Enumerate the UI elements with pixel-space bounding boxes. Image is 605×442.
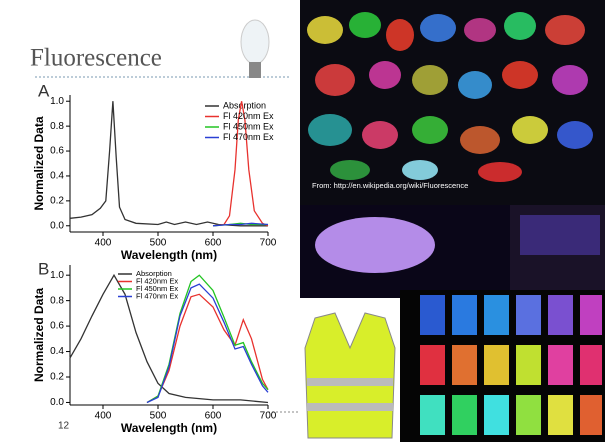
x-tick-label: 600 xyxy=(205,238,222,249)
y-tick-label: 0.6 xyxy=(50,321,64,332)
legend-label: Fl 420nm Ex xyxy=(223,111,274,121)
x-tick-label: 400 xyxy=(95,238,112,249)
caption: From: http://en.wikipedia.org/wiki/Fluor… xyxy=(312,181,468,190)
y-tick-label: 0.8 xyxy=(50,121,64,132)
x-tick-label: 700 xyxy=(260,238,277,249)
slide-title: Fluorescence xyxy=(30,45,162,72)
series-line xyxy=(147,294,268,402)
y-tick-label: 0.4 xyxy=(50,171,64,182)
y-tick-label: 1.0 xyxy=(50,96,64,107)
y-tick-label: 0.4 xyxy=(50,346,64,357)
y-tick-label: 0.6 xyxy=(50,146,64,157)
vest-photo xyxy=(300,308,400,442)
x-tick-label: 500 xyxy=(150,238,167,249)
legend-label: Fl 470nm Ex xyxy=(223,132,274,142)
page-number: 12 xyxy=(58,421,70,432)
y-axis-label: Normalized Data xyxy=(32,116,46,210)
x-tick-label: 600 xyxy=(205,411,222,422)
y-tick-label: 0.0 xyxy=(50,220,64,231)
panel-label: A xyxy=(38,81,50,100)
y-tick-label: 1.0 xyxy=(50,270,64,281)
x-tick-label: 400 xyxy=(95,411,112,422)
y-tick-label: 0.8 xyxy=(50,295,64,306)
y-tick-label: 0.2 xyxy=(50,372,64,383)
legend-label: Fl 450nm Ex xyxy=(223,121,274,131)
panel-label: B xyxy=(38,259,49,278)
x-axis-label: Wavelength (nm) xyxy=(121,248,217,262)
jellyfish xyxy=(315,217,435,273)
y-tick-label: 0.2 xyxy=(50,196,64,207)
y-tick-label: 0.0 xyxy=(50,397,64,408)
banknote xyxy=(520,215,600,255)
x-tick-label: 500 xyxy=(150,411,167,422)
legend-label: Fl 470nm Ex xyxy=(136,291,178,300)
lightbulb xyxy=(241,20,269,78)
y-axis-label: Normalized Data xyxy=(32,288,46,382)
slide: From: http://en.wikipedia.org/wiki/Fluor… xyxy=(0,0,605,442)
x-tick-label: 700 xyxy=(260,411,277,422)
legend-label: Absorption xyxy=(223,100,266,110)
x-axis-label: Wavelength (nm) xyxy=(121,421,217,435)
